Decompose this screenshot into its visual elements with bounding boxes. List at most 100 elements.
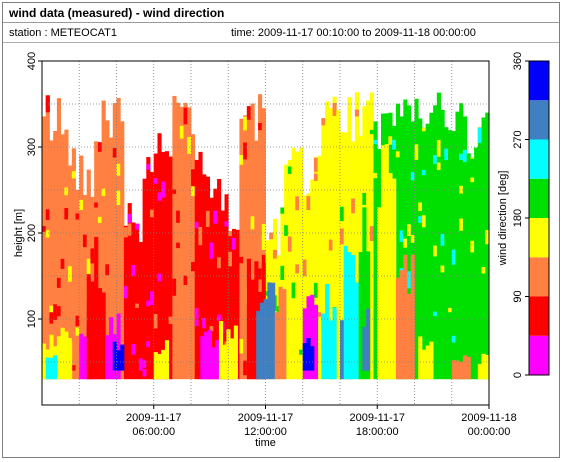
info-bar: station : METEOCAT1 time: 2009-11-17 00:… [3,23,559,43]
heatmap-column [127,203,132,380]
heatmap-cell [68,341,73,380]
heatmap-cell [354,109,360,117]
heatmap-cell [284,225,289,230]
heatmap-cell [418,202,423,212]
heatmap-cell [176,210,181,223]
heatmap-cell [123,286,129,299]
heatmap-cell [153,314,158,329]
heatmap-cell [79,199,84,211]
heatmap-cell [101,188,106,196]
heatmap-column [53,130,58,380]
y-axis-label: height [m] [13,209,25,257]
heatmap-cell [239,339,244,354]
heatmap-cell [243,116,248,131]
heatmap-cell [259,302,265,380]
heatmap-cell [306,196,311,211]
heatmap-cell [123,227,129,238]
heatmap-cell [183,275,188,285]
heatmap-column [310,179,315,380]
heatmap-cell [477,363,482,380]
heatmap-column [228,231,233,380]
heatmap-column [150,171,155,380]
heatmap-cell [310,294,315,380]
heatmap-cell [274,312,279,380]
heatmap-cell [373,139,378,145]
heatmap-cell [351,254,356,380]
heatmap-column [287,160,292,380]
heatmap-column [135,223,140,380]
heatmap-cell [217,257,222,269]
heatmap-cell [407,293,412,380]
heatmap-cell [172,278,177,296]
chart-title: wind data (measured) - wind direction [9,6,225,20]
heatmap-column [470,157,475,380]
heatmap-column [444,127,449,380]
heatmap-cell [280,265,285,281]
heatmap-cell [436,139,441,157]
heatmap-cell [153,178,158,184]
heatmap-cell [94,202,99,208]
heatmap-cell [313,282,319,298]
heatmap-cell [233,325,238,380]
heatmap-cell [45,209,50,220]
heatmap-column [123,225,129,380]
heatmap-cell [60,258,65,269]
heatmap-cell [347,252,352,380]
heatmap-cell [362,207,367,380]
heatmap-column [448,130,453,380]
heatmap-cell [418,336,423,380]
heatmap-cell [116,163,121,176]
heatmap-column [105,120,110,380]
heatmap-column [399,116,404,380]
heatmap-column [243,115,248,380]
heatmap-cell [258,122,263,131]
heatmap-cell [213,210,218,224]
heatmap-cell [328,239,333,251]
heatmap-cell [64,331,69,380]
heatmap-cell [340,320,345,380]
heatmap-cell [267,282,272,380]
heatmap-cell [101,292,106,380]
heatmap-column [60,134,65,380]
heatmap-cell [131,264,136,276]
heatmap-column [336,110,341,380]
heatmap-column [109,137,114,380]
heatmap-cell [256,311,261,380]
heatmap-cell [157,353,162,380]
heatmap-cell [42,226,47,232]
heatmap-cell [291,282,296,299]
heatmap-cell [440,234,445,246]
heatmap-column [71,148,76,380]
heatmap-cell [157,192,162,201]
heatmap-cell [142,360,147,368]
heatmap-column [462,116,468,380]
heatmap-cell [146,341,151,348]
colorbar-segment [529,139,549,179]
x-tick-label-date: 2009-11-18 [461,412,516,424]
heatmap-column [202,174,207,380]
heatmap-cell [198,226,203,243]
colorbar-tick-label: 90 [512,290,524,302]
heatmap-column [466,153,471,380]
colorbar-tick-label: 270 [512,130,524,148]
heatmap-column [354,92,360,380]
heatmap-column [284,164,289,380]
heatmap-cell [250,216,255,230]
heatmap-cell [421,215,427,228]
axes: 100 200 300 400 2009-11-17 06:00:00 2009-11-17… [26,52,517,438]
colorbar-label: wind direction [deg] [497,171,509,267]
heatmap-column [418,118,423,380]
heatmap-cell [164,340,170,380]
heatmap-cell [109,317,114,380]
heatmap-cell [258,268,263,280]
heatmap-cell [215,340,220,380]
heatmap-cell [459,218,464,231]
heatmap-column [407,105,412,380]
heatmap-cell [328,320,333,380]
heatmap-column [474,147,479,380]
x-tick-label-date: 2009-11-17 [126,412,181,424]
heatmap-cell [217,314,222,321]
heatmap-cell [172,189,177,194]
heatmap-cell [176,242,181,249]
